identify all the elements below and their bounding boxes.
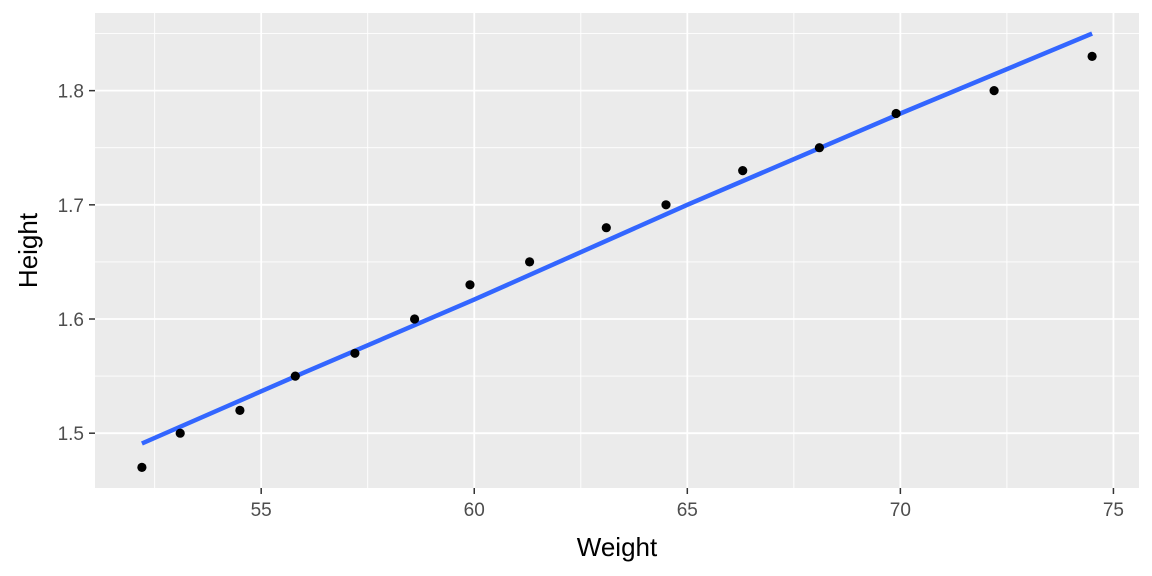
data-point [738,166,748,176]
x-tick-label: 55 [251,500,272,521]
data-point [601,223,611,233]
data-point [1087,51,1097,62]
x-tick-label: 65 [677,500,698,521]
y-axis-title: Height [13,212,43,288]
minor-gridlines [95,13,1139,488]
data-point [350,348,360,358]
plot-panel [95,13,1139,488]
data-point [891,108,901,119]
data-point [661,200,671,210]
y-tick-label: 1.8 [58,82,84,103]
major-gridlines [95,13,1139,488]
x-tick-label: 75 [1103,500,1124,521]
scatter-points-series [137,51,1097,472]
y-tick-label: 1.6 [58,310,84,331]
regression-line [140,31,1093,446]
y-tick-label: 1.5 [58,424,84,445]
x-axis-title: Weight [577,532,658,562]
data-point [814,143,825,153]
data-point [137,462,147,472]
axis-ticks [89,89,1115,494]
x-tick-label: 60 [464,500,485,521]
x-tick-label: 70 [890,500,911,521]
data-point [175,428,185,438]
tick-labels: 55 60 65 70 75 1.5 1.6 1.7 1.8 [58,82,1124,521]
y-tick-label: 1.7 [58,196,84,217]
data-point [410,314,420,324]
data-point [989,86,999,96]
data-point [235,405,245,415]
data-point [290,371,300,381]
data-point [525,257,535,267]
data-point [465,280,475,290]
regression-line-series [140,31,1093,446]
